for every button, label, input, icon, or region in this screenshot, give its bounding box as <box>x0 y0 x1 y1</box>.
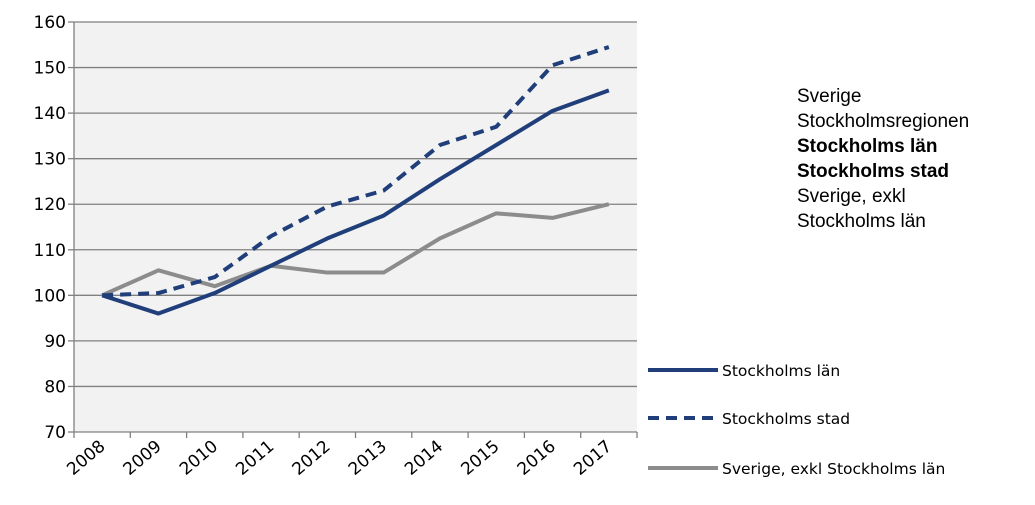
x-tick-label-2010: 2010 <box>176 437 222 480</box>
x-tick-label-2015: 2015 <box>457 437 503 480</box>
side-table-row-sverige: Sverige <box>797 86 862 107</box>
side-table: Sverige Stockholmsregionen Stockholms lä… <box>797 84 1035 234</box>
y-axis: 70 80 90 100 110 120 130 140 150 160 <box>34 13 75 443</box>
y-tick-label-160: 160 <box>34 13 66 33</box>
plot-area <box>74 21 637 432</box>
x-tick-label-2008: 2008 <box>63 437 109 480</box>
y-tick-label-120: 120 <box>34 195 66 215</box>
x-tick-label-2011: 2011 <box>232 437 278 480</box>
legend: Stockholms län Stockholms stad Sverige, ex… <box>648 362 945 478</box>
x-tick-label-2009: 2009 <box>120 437 166 480</box>
side-table-row-stockholms-stad: Stockholms stad <box>797 161 950 182</box>
legend-label-stockholms-stad: Stockholms stad <box>722 410 850 428</box>
x-tick-label-2013: 2013 <box>345 437 391 480</box>
side-table-row-stockholms-lan: Stockholms län <box>797 136 938 157</box>
y-tick-label-150: 150 <box>34 59 66 79</box>
y-tick-label-130: 130 <box>34 150 66 170</box>
x-tick-label-2014: 2014 <box>401 437 447 480</box>
side-table-row-stockholms-lan-2: Stockholms län <box>797 211 926 232</box>
side-table-row-stockholmsregionen: Stockholmsregionen <box>797 111 970 132</box>
series-layer <box>101 45 610 316</box>
y-tick-label-90: 90 <box>44 332 66 352</box>
x-axis: 2008 2009 2010 2011 2012 2013 2014 2015 2016 2017 <box>63 431 638 480</box>
legend-label-sverige-exkl-stockholms-l-n: Sverige, exkl Stockholms län <box>722 460 945 478</box>
y-tick-label-100: 100 <box>34 286 66 306</box>
series-line-stockholms-l-n <box>101 88 610 316</box>
x-tick-label-2016: 2016 <box>514 437 560 480</box>
legend-label-stockholms-l-n: Stockholms län <box>722 362 840 380</box>
y-tick-label-80: 80 <box>44 377 66 397</box>
x-tick-label-2017: 2017 <box>570 437 616 480</box>
y-tick-label-140: 140 <box>34 104 66 124</box>
y-tick-label-70: 70 <box>44 423 66 443</box>
side-table-row-sverige-exkl: Sverige, exkl <box>797 186 906 207</box>
y-tick-label-110: 110 <box>34 241 66 261</box>
x-tick-label-2012: 2012 <box>289 437 335 480</box>
series-line-stockholms-stad <box>102 45 610 298</box>
series-line-sverige-exkl-stockholms-l-n <box>101 202 610 298</box>
